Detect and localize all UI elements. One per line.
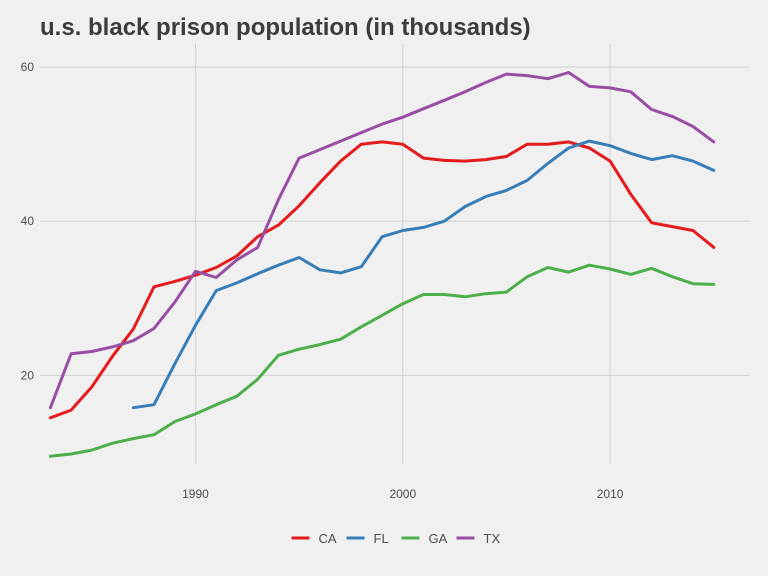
y-tick-label: 40 <box>21 214 35 228</box>
legend-label: GA <box>429 531 448 546</box>
series-line-fl <box>131 139 716 410</box>
legend-item-ga: GA <box>401 531 448 546</box>
legend-item-tx: TX <box>456 531 501 546</box>
y-tick-label: 60 <box>21 60 35 74</box>
legend-item-fl: FL <box>346 531 389 546</box>
legend-label: CA <box>319 531 337 546</box>
grid-layer <box>40 44 749 464</box>
legend-label: TX <box>484 531 501 546</box>
x-tick-label: 1990 <box>182 487 209 501</box>
x-tick-label: 2010 <box>597 487 624 501</box>
chart-title: u.s. black prison population (in thousan… <box>40 14 531 41</box>
series-layer <box>48 71 716 458</box>
y-tick-label: 20 <box>21 368 35 382</box>
legend-item-ca: CA <box>291 531 337 546</box>
x-tick-label: 2000 <box>389 487 416 501</box>
series-line-ga <box>48 263 716 458</box>
legend-label: FL <box>374 531 389 546</box>
legend-layer: CA FL GA TX <box>291 531 501 546</box>
axis-layer: 1990 2000 2010 20 40 60 <box>21 60 624 501</box>
series-line-tx <box>48 71 716 410</box>
series-line-ca <box>48 140 716 420</box>
